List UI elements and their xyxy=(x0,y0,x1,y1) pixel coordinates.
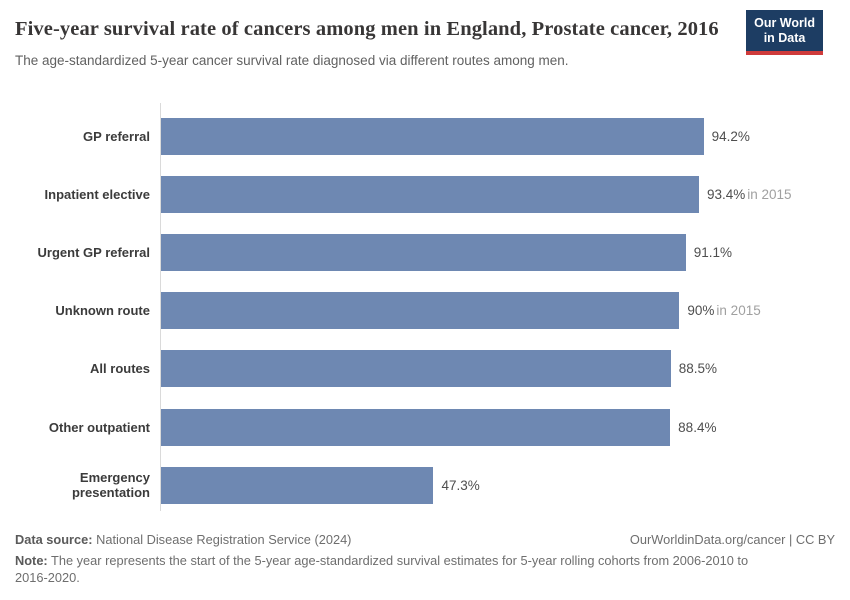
value-year-suffix: in 2015 xyxy=(716,303,761,319)
value-year-suffix: in 2015 xyxy=(747,186,792,202)
value-label: 90% in 2015 xyxy=(687,303,761,319)
bar xyxy=(161,292,680,330)
bar xyxy=(161,350,671,388)
chart-row: GP referral 94.2% xyxy=(0,107,850,165)
category-label: GP referral xyxy=(83,128,150,144)
bar-track: 91.1% xyxy=(161,233,850,271)
chart-row: Inpatient elective 93.4% in 2015 xyxy=(0,165,850,223)
value-label: 88.5% xyxy=(678,361,718,377)
bar-chart: GP referral 94.2% Inpatient elective 93.4% i… xyxy=(0,103,850,511)
bar xyxy=(161,233,686,271)
owid-link[interactable]: OurWorldinData.org/cancer | CC BY xyxy=(629,532,835,547)
data-source-text: National Disease Registration Service (2… xyxy=(96,532,352,547)
owid-logo-line1: Our World xyxy=(754,16,815,30)
category-label: Unknown route xyxy=(55,303,150,319)
note-label: Note: xyxy=(15,552,48,568)
category-label: Inpatient elective xyxy=(44,186,150,202)
value-label: 47.3% xyxy=(441,477,480,493)
note-text: The year represents the start of the 5-y… xyxy=(15,552,749,586)
bar xyxy=(161,466,434,504)
value-label: 88.4% xyxy=(678,419,717,435)
category-label: Urgent GP referral xyxy=(37,244,150,260)
owid-logo[interactable]: Our World in Data xyxy=(746,10,823,55)
bar xyxy=(161,175,699,213)
bar-track: 94.2% xyxy=(161,117,850,155)
owid-logo-line2: in Data xyxy=(763,31,806,45)
chart-subtitle: The age-standardized 5-year cancer survi… xyxy=(15,53,569,68)
y-axis-line xyxy=(160,103,161,511)
chart-footer: Data source: National Disease Registrati… xyxy=(15,531,835,587)
bar xyxy=(161,408,671,446)
bar-track: 93.4% in 2015 xyxy=(161,175,850,213)
chart-header: Five-year survival rate of cancers among… xyxy=(15,10,835,70)
footnote: Note: The year represents the start of t… xyxy=(15,552,765,587)
chart-row: Unknown route 90% in 2015 xyxy=(0,282,850,340)
chart-row: Other outpatient 88.4% xyxy=(0,398,850,456)
bar-track: 88.4% xyxy=(161,408,850,446)
value-label: 91.1% xyxy=(693,244,733,260)
bar-track: 47.3% xyxy=(161,466,850,504)
value-label: 94.2% xyxy=(711,128,750,144)
category-label: All routes xyxy=(90,361,150,377)
data-source: Data source: National Disease Registrati… xyxy=(15,531,351,549)
bar xyxy=(161,117,704,155)
bar-track: 90% in 2015 xyxy=(161,292,850,330)
chart-row: Urgent GP referral 91.1% xyxy=(0,223,850,281)
value-label: 93.4% in 2015 xyxy=(706,186,792,202)
data-source-label: Data source: xyxy=(15,532,93,547)
page-title: Five-year survival rate of cancers among… xyxy=(15,18,719,40)
category-label: Emergency presentation xyxy=(71,470,150,501)
bar-track: 88.5% xyxy=(161,350,850,388)
chart-row: All routes 88.5% xyxy=(0,340,850,398)
category-label: Other outpatient xyxy=(48,419,150,435)
chart-rows: GP referral 94.2% Inpatient elective 93.4% i… xyxy=(0,107,850,514)
chart-row: Emergency presentation 47.3% xyxy=(0,456,850,514)
